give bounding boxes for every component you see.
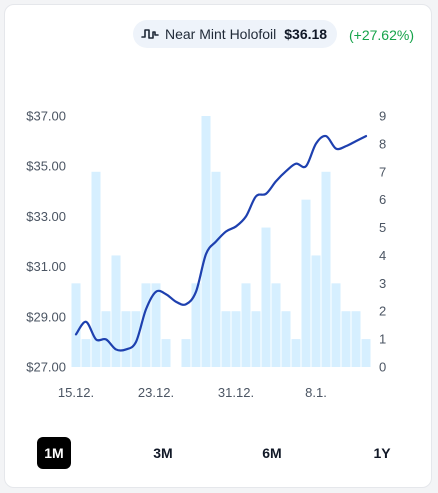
x-tick-label: 8.1. — [305, 385, 327, 400]
volume-bar — [231, 311, 241, 367]
price-chart: $27.00 $29.00 $31.00 $33.00 $35.00 $37.00 0 1 2… — [26, 109, 386, 401]
y-right-tick-label: 4 — [379, 248, 386, 263]
condition-label: Near Mint Holofoil — [165, 26, 277, 42]
volume-bar — [181, 339, 191, 367]
x-tick-label: 23.12. — [138, 385, 174, 400]
volume-bar — [191, 283, 201, 367]
volume-bar — [111, 255, 121, 367]
y-left-tick-label: $33.00 — [26, 209, 66, 224]
time-range-selector: 1M 3M 6M 1Y — [0, 437, 438, 469]
pulse-icon — [141, 29, 159, 39]
y-left-tick-label: $37.00 — [26, 109, 66, 124]
y-right-tick-label: 3 — [379, 276, 386, 291]
volume-bar — [141, 283, 151, 367]
volume-bar — [271, 283, 281, 367]
volume-bar — [361, 339, 371, 367]
condition-price-pill: Near Mint Holofoil $36.18 — [133, 20, 338, 48]
y-right-tick-label: 1 — [379, 332, 386, 347]
volume-bar — [161, 339, 171, 367]
volume-bar — [211, 171, 221, 367]
y-right-tick-label: 2 — [379, 304, 386, 319]
y-right-tick-label: 9 — [379, 109, 386, 124]
volume-bar — [351, 311, 361, 367]
y-left-tick-label: $31.00 — [26, 259, 66, 274]
volume-bar — [301, 199, 311, 367]
volume-bar — [331, 283, 341, 367]
range-button-3m[interactable]: 3M — [153, 445, 173, 461]
volume-bar — [81, 339, 91, 367]
x-tick-label: 31.12. — [218, 385, 254, 400]
y-left-tick-label: $29.00 — [26, 309, 66, 324]
price-change: (+27.62%) — [349, 27, 414, 43]
y-right-tick-label: 5 — [379, 220, 386, 235]
volume-bar — [151, 283, 161, 367]
volume-bar — [241, 283, 251, 367]
volume-bar — [201, 116, 211, 367]
range-button-1m[interactable]: 1M — [37, 437, 71, 469]
price-series-line — [74, 134, 368, 352]
volume-bar — [91, 171, 101, 367]
range-button-6m[interactable]: 6M — [262, 445, 282, 461]
volume-bar — [311, 255, 321, 367]
volume-bar — [281, 311, 291, 367]
volume-bar — [291, 339, 301, 367]
volume-bar — [341, 311, 351, 367]
volume-bar — [251, 311, 261, 367]
range-button-1y[interactable]: 1Y — [373, 445, 391, 461]
y-left-tick-label: $35.00 — [26, 159, 66, 174]
y-right-tick-label: 8 — [379, 136, 386, 151]
y-right-tick-label: 6 — [379, 192, 386, 207]
x-tick-label: 15.12. — [58, 385, 94, 400]
volume-bar — [321, 171, 331, 367]
volume-bar — [71, 283, 81, 367]
volume-bar — [261, 227, 271, 367]
volume-bar — [121, 311, 131, 367]
y-right-tick-label: 7 — [379, 164, 386, 179]
current-price: $36.18 — [284, 26, 328, 42]
y-left-tick-label: $27.00 — [26, 360, 66, 375]
volume-bar — [221, 311, 231, 367]
y-right-tick-label: 0 — [379, 360, 386, 375]
